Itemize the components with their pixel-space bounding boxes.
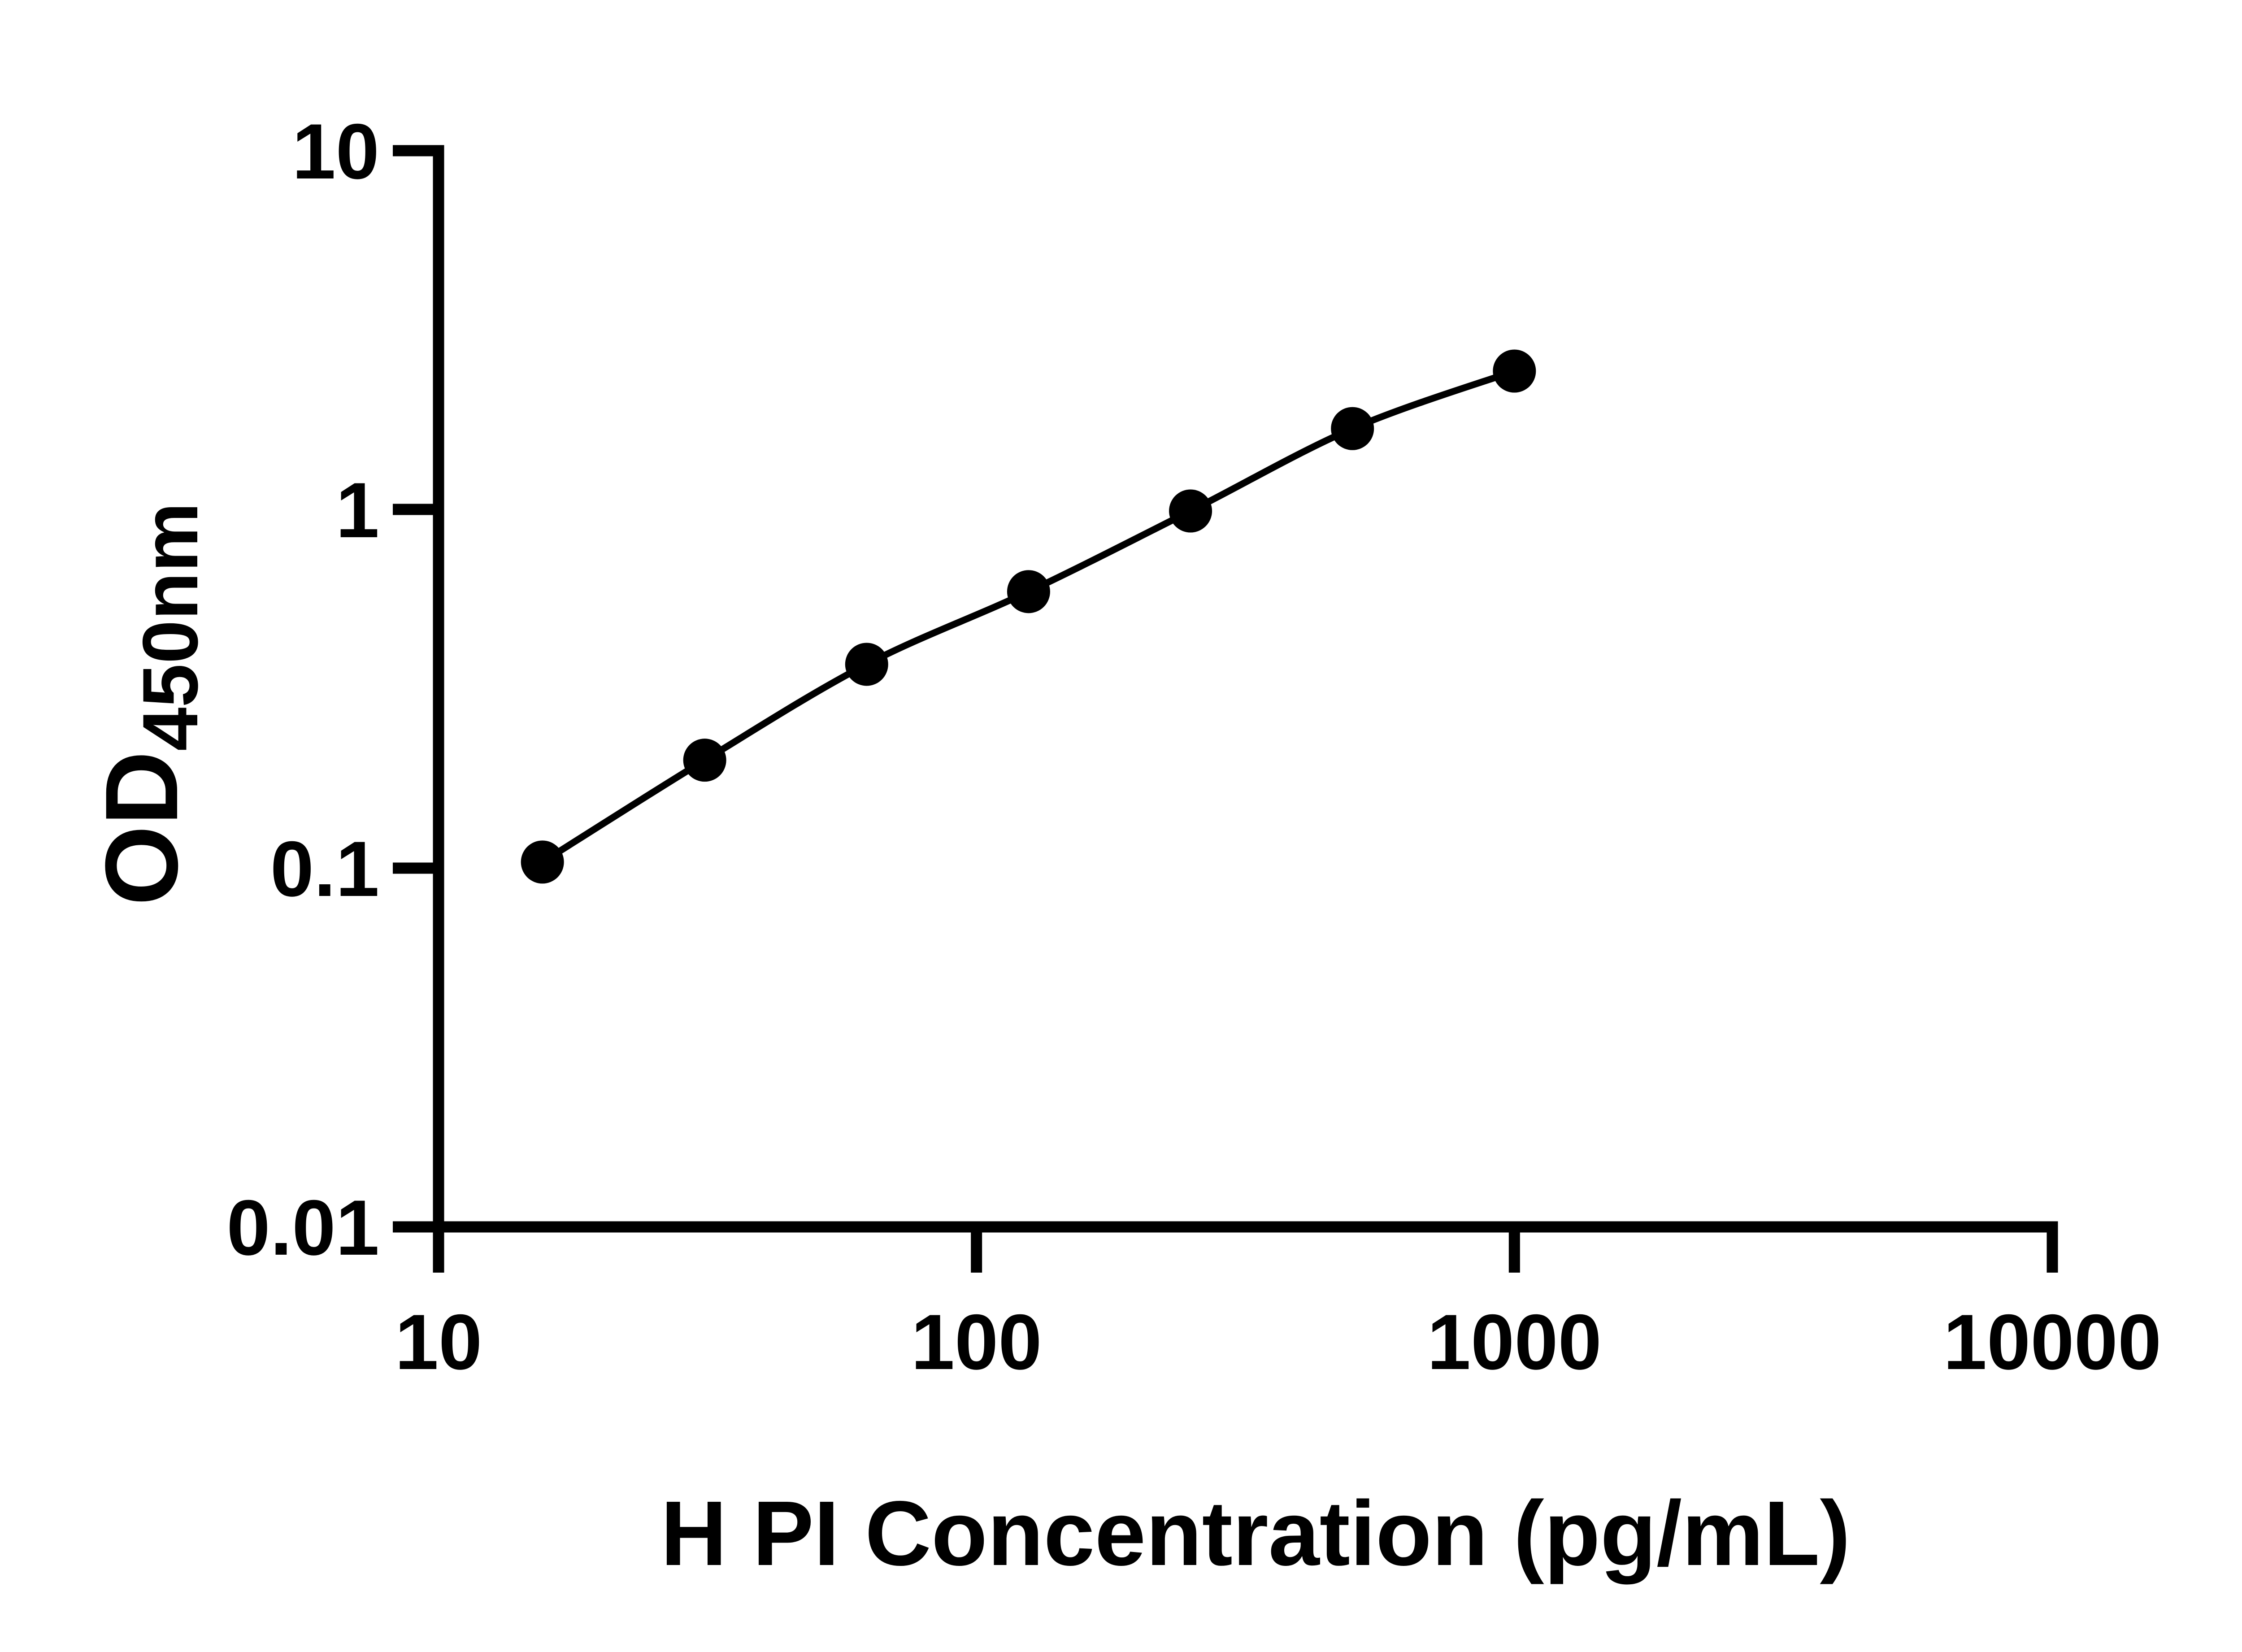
data-point-marker	[521, 840, 564, 884]
y-axis-line	[393, 145, 444, 1273]
data-point-marker	[1169, 489, 1212, 533]
data-point-marker	[683, 739, 726, 782]
x-tick-label: 10000	[1943, 1299, 2162, 1386]
axes	[393, 145, 2058, 1273]
x-axis-line	[439, 1221, 2058, 1273]
y-tick-label: 0.1	[270, 826, 379, 913]
y-tick-label: 0.01	[226, 1184, 379, 1272]
data-point-marker	[1493, 349, 1536, 393]
y-axis-title-sub: 450nm	[127, 502, 214, 751]
x-axis-title: H PI Concentration (pg/mL)	[660, 1482, 1851, 1585]
data-point-marker	[845, 643, 888, 686]
x-tick-label: 10	[395, 1299, 482, 1386]
data-point-marker	[1007, 570, 1050, 613]
curve-layer	[540, 368, 1516, 865]
data-point-marker	[1331, 407, 1374, 450]
standard-curve-line	[540, 368, 1516, 865]
y-axis-title: OD450nm	[84, 502, 214, 905]
x-tick-label: 1000	[1427, 1299, 1602, 1386]
y-tick-label: 1	[336, 467, 379, 554]
points-layer	[521, 349, 1536, 884]
y-tick-label: 10	[292, 108, 379, 196]
y-axis-title-main: OD	[84, 751, 199, 906]
x-tick-label: 100	[911, 1299, 1042, 1386]
